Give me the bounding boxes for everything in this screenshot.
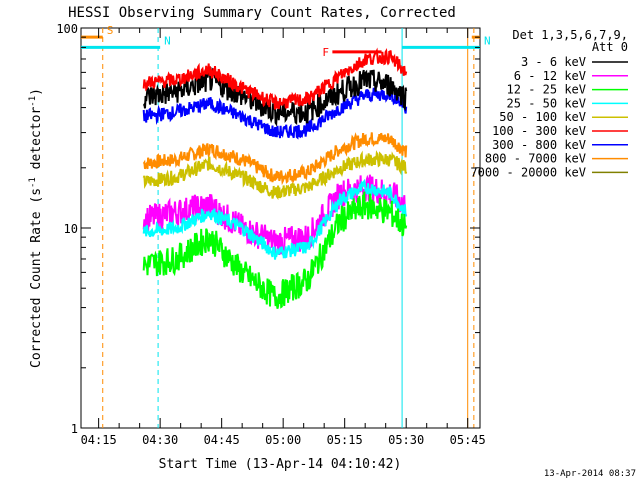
legend-header-line1: Det 1,3,5,6,7,9, bbox=[512, 28, 628, 42]
x-tick-label: 04:45 bbox=[204, 433, 240, 447]
series-line bbox=[142, 150, 408, 201]
x-axis-label: Start Time (13-Apr-14 04:10:42) bbox=[159, 457, 402, 472]
flag-label: S bbox=[107, 24, 114, 37]
y-axis-label-exp1: -1 bbox=[28, 177, 38, 188]
y-tick-label: 10 bbox=[64, 222, 78, 236]
x-axis: 04:15 04:30 04:45 05:00 05:15 05:30 05:45 bbox=[81, 28, 486, 447]
flag-label: N bbox=[164, 34, 171, 47]
legend-label: 6 - 12 keV bbox=[514, 69, 586, 83]
y-tick-label: 1 bbox=[71, 422, 78, 436]
x-tick-label: 05:00 bbox=[265, 433, 301, 447]
legend-label: 3 - 6 keV bbox=[521, 55, 586, 69]
legend-header-line2: Att 0 bbox=[592, 40, 628, 54]
legend-label: 100 - 300 keV bbox=[492, 124, 586, 138]
legend-label: 7000 - 20000 keV bbox=[470, 165, 586, 179]
flag-label: N bbox=[484, 34, 491, 47]
y-axis-label-base: Corrected Count Rate (s bbox=[29, 188, 44, 368]
plot-frame bbox=[80, 27, 481, 429]
series-line bbox=[142, 191, 408, 309]
legend-label: 50 - 100 keV bbox=[499, 110, 586, 124]
series-line bbox=[142, 132, 408, 186]
x-tick-label: 05:15 bbox=[327, 433, 363, 447]
y-axis-label: Corrected Count Rate (s-1 detector-1) bbox=[28, 88, 44, 368]
legend-label: 300 - 800 keV bbox=[492, 138, 586, 152]
series-line bbox=[142, 47, 408, 110]
y-axis-label-exp2: -1 bbox=[28, 96, 38, 107]
x-tick-label: 04:30 bbox=[142, 433, 178, 447]
flag-label: F bbox=[322, 46, 329, 59]
y-axis-label-end: ) bbox=[29, 88, 44, 96]
x-tick-label: 05:30 bbox=[388, 433, 424, 447]
legend-label: 25 - 50 keV bbox=[507, 96, 586, 110]
y-axis-label-mid: detector bbox=[29, 107, 44, 178]
flag-bars: S N N F bbox=[81, 24, 491, 59]
y-tick-label: 100 bbox=[56, 22, 78, 36]
series-line bbox=[142, 87, 408, 140]
series-group bbox=[142, 47, 408, 309]
legend-label: 800 - 7000 keV bbox=[485, 152, 586, 166]
legend-label: 12 - 25 keV bbox=[507, 83, 586, 97]
y-axis: 1 10 100 bbox=[56, 22, 480, 436]
series-line bbox=[142, 178, 408, 260]
timestamp: 13-Apr-2014 08:37 bbox=[544, 469, 636, 479]
chart-title: HESSI Observing Summary Count Rates, Cor… bbox=[68, 5, 456, 21]
x-tick-label: 04:15 bbox=[81, 433, 117, 447]
x-tick-label: 05:45 bbox=[450, 433, 486, 447]
